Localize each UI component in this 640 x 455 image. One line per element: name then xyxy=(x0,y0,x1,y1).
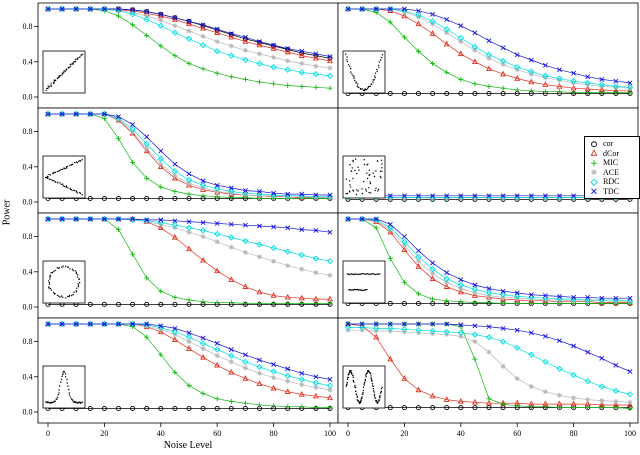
legend: cor dCor MIC ACE RDC TDC xyxy=(584,136,640,199)
inset-two-lines xyxy=(342,260,386,304)
x-marker-icon xyxy=(591,188,597,195)
panel-circle xyxy=(37,212,339,319)
x-tick-label: 0 xyxy=(46,429,50,438)
series-cor xyxy=(45,405,333,411)
legend-entry-ace: ACE xyxy=(589,168,639,178)
series-TDC xyxy=(45,216,333,235)
x-tick-label: 60 xyxy=(213,429,221,438)
inset-random xyxy=(342,155,386,199)
series-RDC xyxy=(344,194,634,201)
y-tick-label: 0.4 xyxy=(23,372,33,381)
x-tick-label: 100 xyxy=(624,429,636,438)
x-tick-label: 80 xyxy=(270,429,278,438)
y-tick-label: 0.0 xyxy=(23,198,33,207)
y-tick-label: 0.8 xyxy=(23,232,33,241)
panel-dense-sine xyxy=(337,317,639,424)
open-triangle-marker-icon xyxy=(590,149,598,156)
y-axis-title: Power xyxy=(1,199,13,226)
legend-entry-tdc: TDC xyxy=(589,187,639,197)
series-TDC xyxy=(345,6,633,86)
x-tick-label: 100 xyxy=(324,429,336,438)
y-tick-label: 0.0 xyxy=(23,408,33,417)
x-tick-label: 40 xyxy=(157,429,165,438)
panel-two-lines xyxy=(337,212,639,319)
x-tick-label: 60 xyxy=(513,429,521,438)
x-tick-label: 20 xyxy=(400,429,408,438)
y-tick-label: 0.4 xyxy=(23,267,33,276)
asterisk-marker-icon xyxy=(591,169,597,176)
legend-label-cor: cor xyxy=(603,139,614,148)
panel-parabola xyxy=(337,2,639,109)
legend-label-rdc: RDC xyxy=(603,177,620,186)
series-TDC xyxy=(345,216,633,301)
y-tick-label: 0.4 xyxy=(23,57,33,66)
series-TDC xyxy=(45,6,333,59)
x-tick-label: 0 xyxy=(346,429,350,438)
legend-label-tdc: TDC xyxy=(603,186,619,196)
series-RDC xyxy=(344,324,634,398)
y-tick-label: 0.8 xyxy=(23,22,33,31)
inset-sine-dense xyxy=(342,365,386,409)
series-TDC xyxy=(45,111,333,198)
inset-parabola xyxy=(342,50,386,94)
inset-linear xyxy=(42,50,86,94)
legend-label-mic: MIC xyxy=(603,158,619,167)
legend-entry-cor: cor xyxy=(589,139,639,149)
series-MIC xyxy=(345,6,633,96)
legend-label-dcor: dCor xyxy=(603,148,619,158)
x-axis-title: Noise Level xyxy=(163,440,213,451)
plus-marker-icon xyxy=(591,159,597,166)
y-tick-label: 0.8 xyxy=(23,337,33,346)
inset-circle xyxy=(42,260,86,304)
panel-wedge xyxy=(37,107,339,214)
inset-wedge xyxy=(42,155,86,199)
panel-linear xyxy=(37,2,339,109)
open-diamond-marker-icon xyxy=(590,178,598,186)
x-tick-label: 20 xyxy=(100,429,108,438)
series-TDC xyxy=(345,321,633,374)
x-tick-label: 80 xyxy=(570,429,578,438)
series-RDC xyxy=(344,5,634,91)
legend-entry-dcor: dCor xyxy=(589,149,639,159)
y-tick-label: 0.0 xyxy=(23,93,33,102)
inset-gaussian xyxy=(42,365,86,409)
legend-entry-rdc: RDC xyxy=(589,177,639,187)
open-circle-marker-icon xyxy=(591,141,597,147)
series-TDC xyxy=(45,321,333,382)
y-tick-label: 0.8 xyxy=(23,127,33,136)
series-RDC xyxy=(44,5,334,80)
y-tick-label: 0.4 xyxy=(23,162,33,171)
y-tick-label: 0.0 xyxy=(23,303,33,312)
x-tick-label: 40 xyxy=(457,429,465,438)
legend-label-ace: ACE xyxy=(603,167,619,177)
legend-entry-mic: MIC xyxy=(589,158,639,168)
panel-gaussian-bump xyxy=(37,317,339,424)
